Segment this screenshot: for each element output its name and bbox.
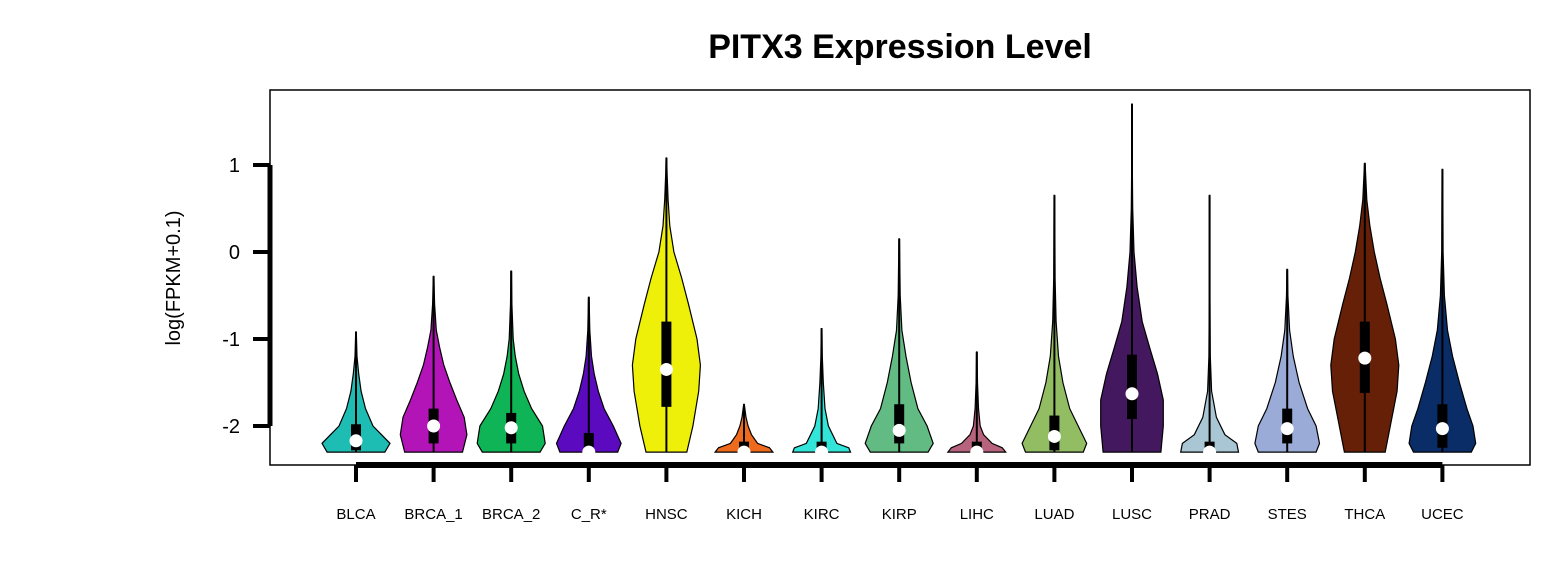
violin-group-kirp [864,238,934,453]
violin-median-point [427,419,441,433]
x-tick-label: STES [1268,506,1307,523]
violin-group-brca-2 [476,270,546,453]
x-axis: BLCA BRCA_1 BRCA_2 C_R* HNSC KICH KIRC KIRP LIHC… [336,462,1464,523]
violin-median-point [1125,387,1139,401]
violin-median-point [659,362,673,376]
x-tick-label: BRCA_1 [404,506,462,523]
violin-group-thca [1330,162,1400,453]
violin-group-stes [1254,268,1321,453]
x-tick-label: PRAD [1189,506,1231,523]
violin-median-point [970,445,984,459]
violin-group-brca-1 [399,275,468,453]
violin-group-kich [713,403,775,459]
y-tick-label: 1 [229,155,240,177]
y-axis-label: log(FPKM+0.1) [163,210,185,345]
chart-title: PITX3 Expression Level [708,28,1092,66]
violin-median-point [815,445,829,459]
x-tick-label: KIRC [804,506,840,523]
x-tick-label: BRCA_2 [482,506,540,523]
violin-group-ucec [1408,168,1477,453]
x-tick-label: LUSC [1112,506,1152,523]
violin-median-point [1280,422,1294,436]
violin-median-point [892,423,906,437]
y-tick-label: -1 [222,329,240,351]
x-tick-label: HNSC [645,506,688,523]
x-tick-label: UCEC [1421,506,1464,523]
violin-median-point [582,445,596,459]
violins-layer [321,103,1477,459]
violin-iqr-box [583,432,594,453]
violin-group-lusc [1100,103,1164,453]
y-axis: 1 0 -1 -2 [222,155,273,438]
y-tick-label: -2 [222,416,240,438]
x-tick-label: C_R* [571,506,607,523]
violin-iqr-box [894,404,905,444]
x-tick-label: KIRP [882,506,917,523]
violin-median-point [1203,445,1217,459]
violin-median-point [1358,351,1372,365]
x-tick-label: KICH [726,506,762,523]
violin-median-point [737,445,751,459]
violin-group-luad [1021,194,1088,453]
violin-iqr-box [1127,354,1137,420]
violin-group-hnsc [631,157,702,453]
x-tick-label: THCA [1344,506,1385,523]
violin-group-blca [321,331,391,453]
violin-median-point [1435,422,1449,436]
x-tick-label: LIHC [960,506,994,523]
violin-median-point [349,434,363,448]
x-tick-label: BLCA [336,506,375,523]
violin-group-kirc [791,328,852,459]
x-tick-label: LUAD [1034,506,1074,523]
violin-median-point [1047,429,1061,443]
violin-group-c-r- [555,296,622,459]
y-tick-label: 0 [229,242,240,264]
violin-group-prad [1179,194,1240,459]
violin-median-point [504,421,518,435]
violin-group-lihc [946,351,1007,459]
